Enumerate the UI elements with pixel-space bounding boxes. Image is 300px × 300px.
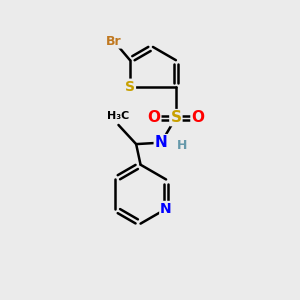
- Text: Br: Br: [106, 34, 122, 48]
- Text: O: O: [147, 110, 160, 125]
- Text: O: O: [191, 110, 205, 125]
- Text: H₃C: H₃C: [107, 111, 130, 121]
- Text: N: N: [155, 135, 167, 150]
- Text: S: S: [125, 80, 135, 94]
- Text: S: S: [170, 110, 182, 125]
- Text: N: N: [160, 202, 172, 216]
- Text: H: H: [177, 139, 188, 152]
